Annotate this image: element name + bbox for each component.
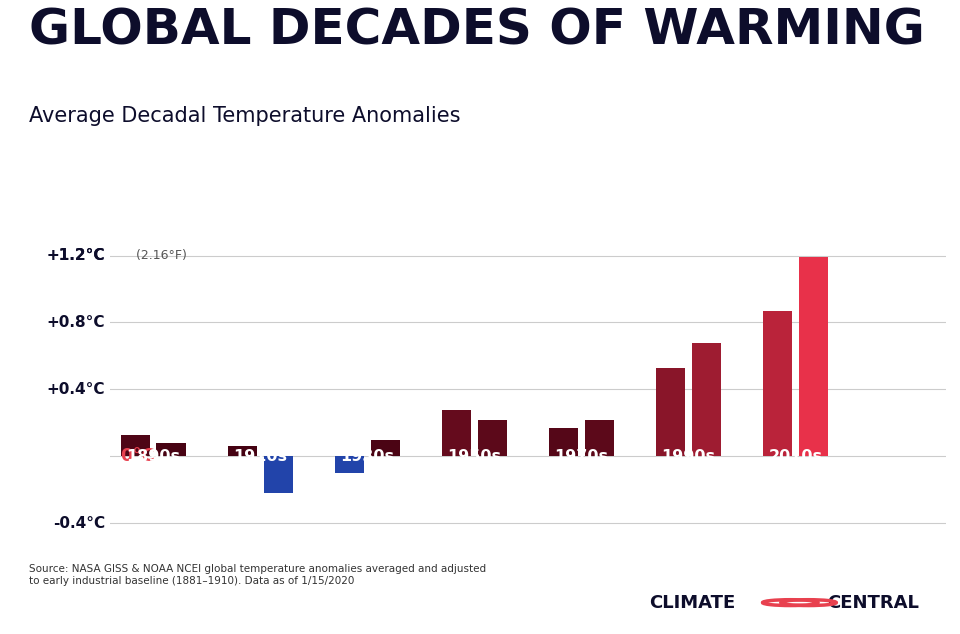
Text: 2010s: 2010s [769,449,823,464]
Bar [763,311,792,456]
Text: 1990s: 1990s [661,449,715,464]
Text: (2.16°F): (2.16°F) [132,249,186,262]
Text: 1910s: 1910s [233,449,287,464]
Text: 1930s: 1930s [341,449,395,464]
Text: CENTRAL: CENTRAL [827,593,919,612]
Text: 0°C: 0°C [120,448,156,465]
Bar [478,420,507,456]
Text: -0.4°C: -0.4°C [53,516,105,531]
Bar [692,342,721,456]
Bar [121,435,150,456]
Text: 1950s: 1950s [447,449,501,464]
Bar [549,428,578,456]
Text: +0.8°C: +0.8°C [46,315,105,330]
Bar [799,257,828,456]
Text: Average Decadal Temperature Anomalies: Average Decadal Temperature Anomalies [29,106,460,126]
Bar [228,446,257,456]
Bar [585,420,614,456]
Bar [656,368,685,456]
Text: 1890s: 1890s [126,449,180,464]
Text: GLOBAL DECADES OF WARMING: GLOBAL DECADES OF WARMING [29,6,924,55]
Text: +1.2°C: +1.2°C [46,248,105,263]
Text: 1970s: 1970s [555,449,609,464]
Text: +0.4°C: +0.4°C [46,382,105,397]
Bar [442,410,471,456]
Bar [335,456,364,473]
Text: CLIMATE: CLIMATE [649,593,735,612]
Bar [263,456,293,493]
Bar [371,439,400,456]
Bar [156,443,186,456]
Text: Source: NASA GISS & NOAA NCEI global temperature anomalies averaged and adjusted: Source: NASA GISS & NOAA NCEI global tem… [29,564,486,586]
Text: +1.2°C: +1.2°C [46,248,105,263]
